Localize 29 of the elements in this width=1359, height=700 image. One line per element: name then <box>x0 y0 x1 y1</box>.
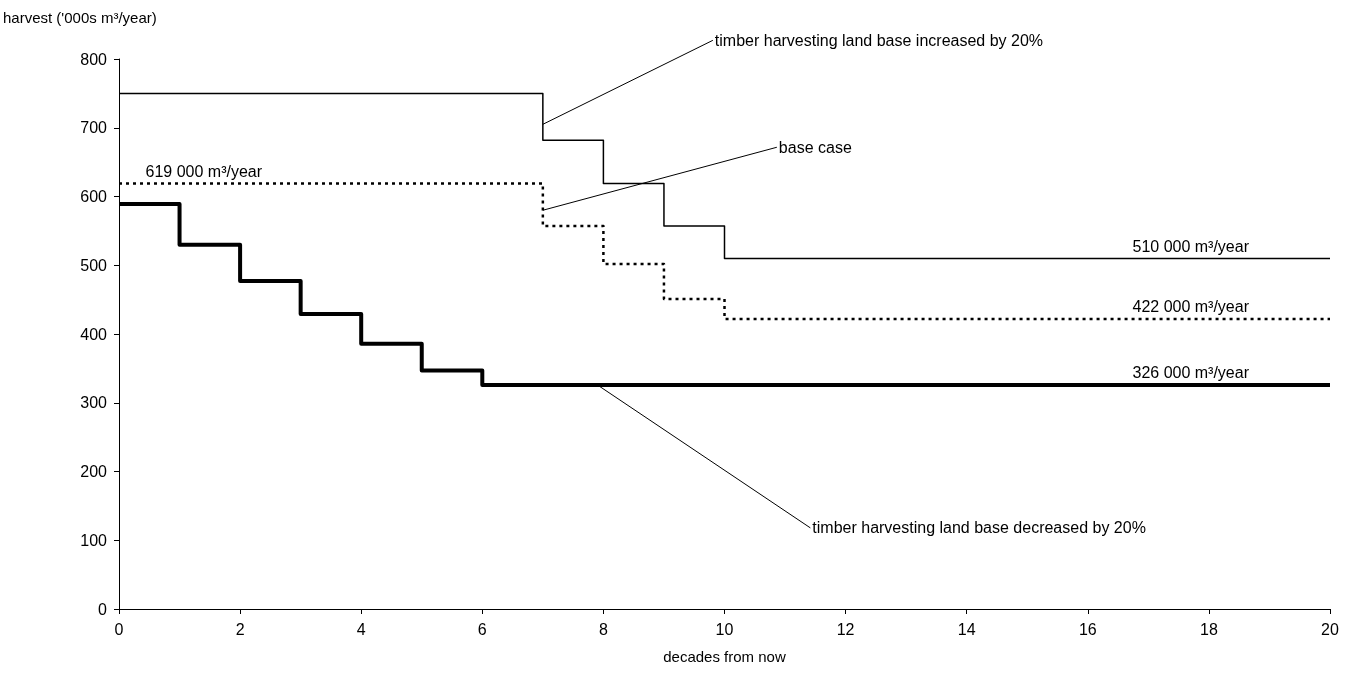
x-tick-label: 16 <box>1078 620 1097 638</box>
y-tick-label: 600 <box>80 188 108 205</box>
annotation: timber harvesting land base increased by 20% <box>714 31 1044 49</box>
x-tick-label: 10 <box>715 620 734 638</box>
y-tick-label: 200 <box>80 463 108 480</box>
y-tick-label: 100 <box>80 531 108 549</box>
x-tick-label: 8 <box>598 620 608 638</box>
annotation: timber harvesting land base decreased by 20% <box>812 519 1146 537</box>
annotation: 422 000 m³/year <box>1132 298 1250 316</box>
y-tick-label: 800 <box>80 50 108 68</box>
y-tick-label: 500 <box>80 256 108 274</box>
x-tick-label: 2 <box>235 620 245 638</box>
y-tick-label: 400 <box>80 325 108 343</box>
annotation: 619 000 m³/year <box>145 162 263 180</box>
x-tick-label: 18 <box>1200 620 1218 638</box>
annotation: 326 000 m³/year <box>1132 364 1250 382</box>
x-tick-label: 6 <box>477 620 487 638</box>
y-axis-title: harvest ('000s m³/year) <box>3 9 157 26</box>
x-tick-label: 20 <box>1321 620 1339 638</box>
x-tick-label: 4 <box>356 620 366 638</box>
x-tick-label: 12 <box>836 620 855 638</box>
x-tick-label: 0 <box>114 620 124 638</box>
annotation: 510 000 m³/year <box>1132 237 1250 255</box>
annotation: base case <box>778 138 852 156</box>
y-tick-label: 700 <box>80 119 108 137</box>
y-tick-label: 0 <box>98 600 108 618</box>
x-axis-title: decades from now <box>663 648 786 665</box>
y-tick-label: 300 <box>80 394 108 412</box>
x-tick-label: 14 <box>957 620 976 638</box>
